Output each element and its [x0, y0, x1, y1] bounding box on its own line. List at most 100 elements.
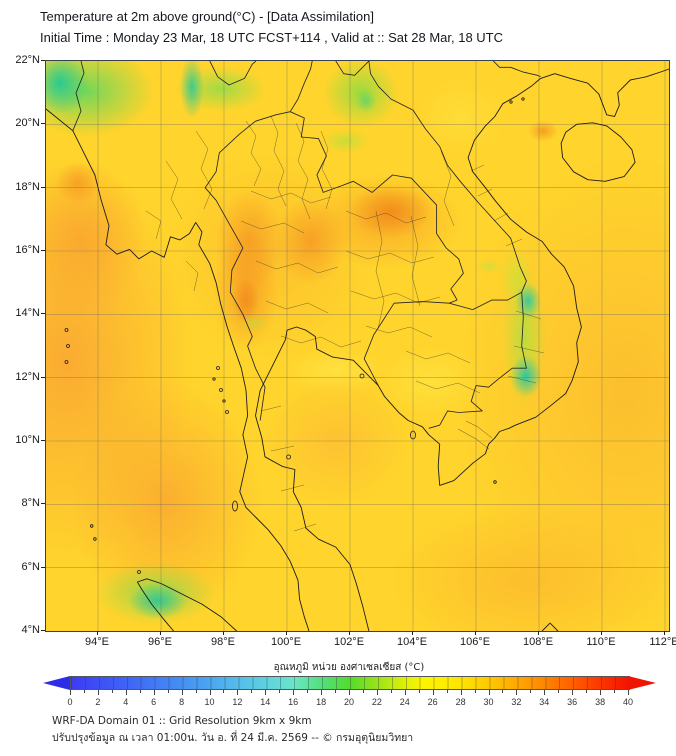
lat-tick-label: 12°N — [15, 370, 40, 383]
colorbar-tick-label: 22 — [371, 697, 382, 707]
colorbar-tick-label: 10 — [204, 697, 215, 707]
colorbar-tick-mark — [181, 690, 183, 695]
colorbar-tick-mark — [474, 690, 476, 693]
lat-tick-mark — [41, 503, 45, 505]
colorbar-tick-mark — [460, 690, 462, 695]
colorbar-tick-mark — [209, 690, 211, 695]
colorbar-tick-mark — [516, 690, 518, 695]
colorbar-tick-label: 30 — [483, 697, 494, 707]
colorbar-tick-mark — [614, 690, 616, 693]
lat-tick-mark — [41, 313, 45, 315]
lat-tick-mark — [41, 566, 45, 568]
colorbar-tick-label: 32 — [511, 697, 522, 707]
hainan-island — [560, 122, 636, 182]
colorbar-overflow-arrow — [628, 676, 656, 690]
colorbar-underflow-arrow — [43, 676, 70, 690]
country-borders — [72, 61, 541, 429]
lon-tick-mark — [223, 631, 224, 635]
colorbar-tick-label: 14 — [260, 697, 271, 707]
lon-tick-label: 98°E — [211, 636, 235, 648]
lon-tick-mark — [97, 631, 98, 635]
lat-tick-mark — [41, 60, 45, 61]
lat-tick-label: 20°N — [15, 117, 40, 130]
colorbar-tick-label: 40 — [622, 697, 634, 707]
lon-tick-mark — [286, 631, 287, 635]
colorbar-tick-mark — [321, 690, 323, 695]
colorbar-tick-label: 28 — [455, 697, 466, 707]
colorbar-tick-mark — [432, 690, 434, 695]
colorbar-tick-mark — [111, 690, 113, 693]
borneo-tip — [541, 622, 559, 631]
graticule-grid — [46, 61, 669, 631]
lon-tick-label: 106°E — [459, 636, 491, 648]
lon-tick-label: 96°E — [148, 636, 172, 648]
colorbar-tick-mark — [362, 690, 364, 693]
colorbar-tick-mark — [83, 690, 85, 693]
lon-tick-mark — [601, 631, 602, 635]
colorbar-tick-label: 18 — [316, 697, 327, 707]
lon-tick-label: 112°E — [649, 636, 676, 648]
colorbar: 0 2 4 6 8 10 12 14 16 18 20 22 24 26 28 30 32 34 36 38 40 — [43, 676, 656, 707]
lat-tick-label: 14°N — [15, 307, 40, 320]
colorbar-tick-label: 4 — [123, 697, 129, 707]
colorbar-gradient — [70, 676, 630, 690]
figure-title: Temperature at 2m above ground(°C) - [Da… — [40, 9, 374, 24]
sumatra-coast — [136, 578, 238, 631]
colorbar-tick-mark — [530, 690, 532, 693]
figure-subtitle: Initial Time : Monday 23 Mar, 18 UTC FCS… — [40, 30, 504, 45]
colorbar-tick-mark — [418, 690, 420, 693]
lon-tick-label: 110°E — [586, 636, 616, 648]
colorbar-tick-mark — [223, 690, 225, 693]
lon-tick-mark — [349, 631, 350, 635]
temperature-field — [46, 61, 669, 631]
lon-tick-label: 100°E — [270, 636, 302, 648]
lon-tick-label: 94°E — [85, 636, 109, 648]
colorbar-tick-label: 2 — [95, 697, 101, 707]
colorbar-tick-label: 38 — [595, 697, 606, 707]
colorbar-tick-mark — [167, 690, 169, 693]
river-lines — [457, 420, 493, 450]
colorbar-tick-mark — [125, 690, 127, 695]
coastline — [46, 68, 669, 631]
lat-tick-mark — [41, 439, 45, 441]
colorbar-tick-mark — [251, 690, 253, 693]
colorbar-tick-mark — [502, 690, 504, 693]
colorbar-tick-label: 26 — [427, 697, 438, 707]
colorbar-tick-mark — [544, 690, 546, 695]
colorbar-tick-label: 20 — [343, 697, 355, 707]
colorbar-tick-mark — [558, 690, 560, 693]
colorbar-tick-label: 36 — [567, 697, 578, 707]
lat-tick-mark — [41, 376, 45, 378]
colorbar-tick-mark — [70, 690, 71, 695]
lat-tick-label: 22°N — [15, 54, 40, 66]
colorbar-tick-label: 24 — [399, 697, 410, 707]
lon-tick-mark — [160, 631, 161, 635]
colorbar-tick-mark — [195, 690, 197, 693]
lat-tick-label: 10°N — [15, 433, 40, 446]
lon-tick-label: 104°E — [396, 636, 428, 648]
colorbar-tick-mark — [293, 690, 295, 695]
lat-tick-mark — [41, 186, 45, 188]
colorbar-tick-label: 34 — [539, 697, 550, 707]
colorbar-tick-mark — [404, 690, 406, 695]
geography-overlay — [46, 61, 669, 631]
lat-tick-label: 6°N — [21, 560, 40, 573]
lon-tick-mark — [475, 631, 476, 635]
colorbar-tick-mark — [237, 690, 239, 695]
colorbar-tick-mark — [307, 690, 309, 693]
lon-tick-mark — [664, 631, 665, 635]
colorbar-tick-mark — [153, 690, 155, 695]
colorbar-tick-label: 12 — [232, 697, 243, 707]
colorbar-tick-mark — [600, 690, 602, 695]
colorbar-tick-mark — [265, 690, 267, 695]
colorbar-tick-label: 16 — [288, 697, 299, 707]
lat-tick-label: 4°N — [21, 623, 40, 636]
colorbar-tick-mark — [390, 690, 392, 693]
colorbar-tick-label: 8 — [179, 697, 185, 707]
footer-domain-info: WRF-DA Domain 01 :: Grid Resolution 9km … — [52, 715, 312, 727]
map-frame — [45, 60, 670, 632]
colorbar-tick-mark — [335, 690, 337, 693]
footer-update-info: ปรับปรุงข้อมูล ณ เวลา 01:00น. วัน อ. ที่… — [52, 732, 414, 744]
small-islands — [64, 97, 525, 574]
